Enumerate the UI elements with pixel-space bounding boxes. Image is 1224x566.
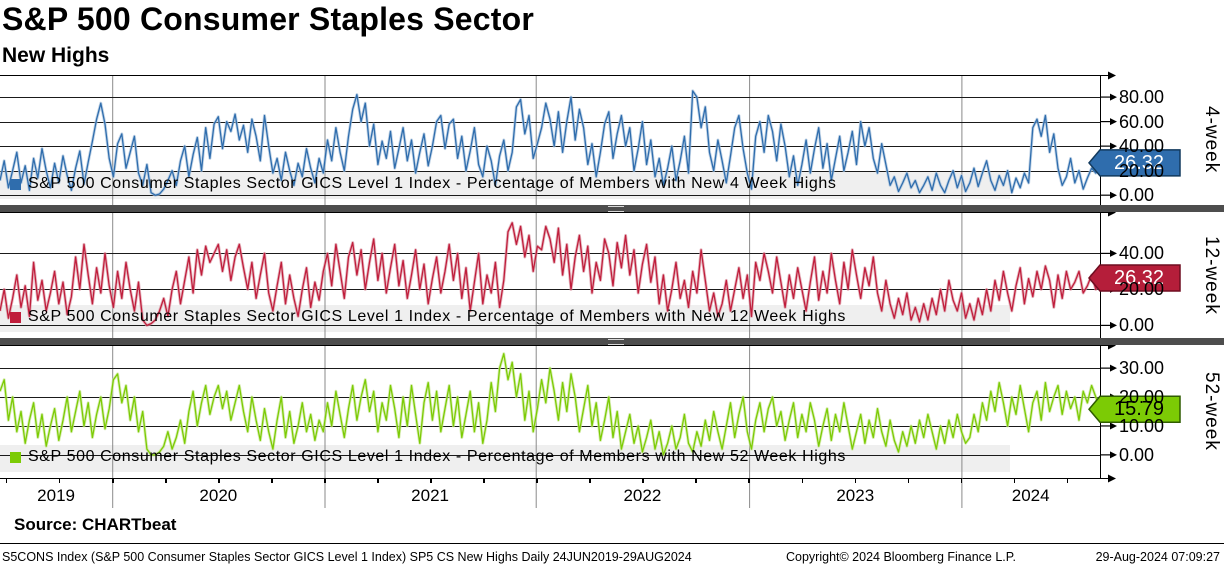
panel-splitter-1[interactable] xyxy=(0,205,1224,212)
y-tick-label: 0.00 xyxy=(1119,185,1155,206)
year-label: 2023 xyxy=(836,486,875,505)
panel-axis-label: 4-week xyxy=(1201,106,1222,174)
panel-axis-label: 52-week xyxy=(1201,372,1222,451)
last-value-tag: 26.32 xyxy=(1113,151,1165,174)
footer-timestamp: 29-Aug-2024 07:09:27 xyxy=(1095,550,1220,564)
legend-swatch-icon xyxy=(10,451,21,463)
y-tick-label: 20.00 xyxy=(1119,279,1165,300)
y-tick-label: 20.00 xyxy=(1119,160,1165,181)
year-label: 2019 xyxy=(37,486,76,505)
splitter-grip-icon xyxy=(608,206,624,212)
last-value-tag: 15.79 xyxy=(1113,398,1165,421)
page-title: S&P 500 Consumer Staples Sector xyxy=(2,1,535,37)
y-tick-label: 80.00 xyxy=(1119,87,1165,108)
legend-label: S&P 500 Consumer Staples Sector GICS Lev… xyxy=(28,175,837,192)
year-label: 2021 xyxy=(411,486,450,505)
x-axis: 2019 2020 2021 2022 2023 2024 xyxy=(0,474,1224,511)
last-value-tag: 26.32 xyxy=(1113,267,1165,290)
chart-panel: S&P 500 Consumer Staples Sector GICS Lev… xyxy=(0,208,1224,338)
legend-swatch-icon xyxy=(10,178,21,190)
year-label: 2024 xyxy=(1011,486,1050,505)
legend-swatch-icon xyxy=(10,311,21,323)
chart-panel: S&P 500 Consumer Staples Sector GICS Lev… xyxy=(0,71,1224,206)
y-tick-label: 30.00 xyxy=(1119,358,1165,379)
panel-plot xyxy=(0,208,1181,338)
year-label: 2020 xyxy=(199,486,238,505)
y-tick-label: 0.00 xyxy=(1119,444,1155,465)
panel-legend: S&P 500 Consumer Staples Sector GICS Lev… xyxy=(10,175,836,193)
legend-label: S&P 500 Consumer Staples Sector GICS Lev… xyxy=(28,448,846,465)
year-label: 2022 xyxy=(623,486,662,505)
panel-legend: S&P 500 Consumer Staples Sector GICS Lev… xyxy=(10,308,846,326)
chart-panel: S&P 500 Consumer Staples Sector GICS Lev… xyxy=(0,341,1224,478)
panel-axis-label: 12-week xyxy=(1201,235,1222,315)
footer-copyright: Copyright© 2024 Bloomberg Finance L.P. xyxy=(786,550,1016,564)
panel-plot xyxy=(0,71,1181,205)
panel-plot xyxy=(0,341,1181,478)
panel-splitter-2[interactable] xyxy=(0,338,1224,345)
splitter-grip-icon xyxy=(608,339,624,345)
y-tick-label: 0.00 xyxy=(1119,315,1155,336)
y-tick-label: 40.00 xyxy=(1119,136,1165,157)
legend-label: S&P 500 Consumer Staples Sector GICS Lev… xyxy=(28,308,846,325)
footer: S5CONS Index (S&P 500 Consumer Staples S… xyxy=(0,543,1224,566)
panel-legend: S&P 500 Consumer Staples Sector GICS Lev… xyxy=(10,448,846,466)
page-subtitle: New Highs xyxy=(2,44,110,67)
y-tick-label: 20.00 xyxy=(1119,387,1165,408)
y-tick-label: 60.00 xyxy=(1119,111,1165,132)
footer-security-description: S5CONS Index (S&P 500 Consumer Staples S… xyxy=(2,550,692,564)
x-axis-gridlines xyxy=(0,474,1116,508)
y-tick-label: 40.00 xyxy=(1119,243,1165,264)
source-label: Source: CHARTbeat xyxy=(14,515,177,534)
y-tick-label: 10.00 xyxy=(1119,415,1165,436)
